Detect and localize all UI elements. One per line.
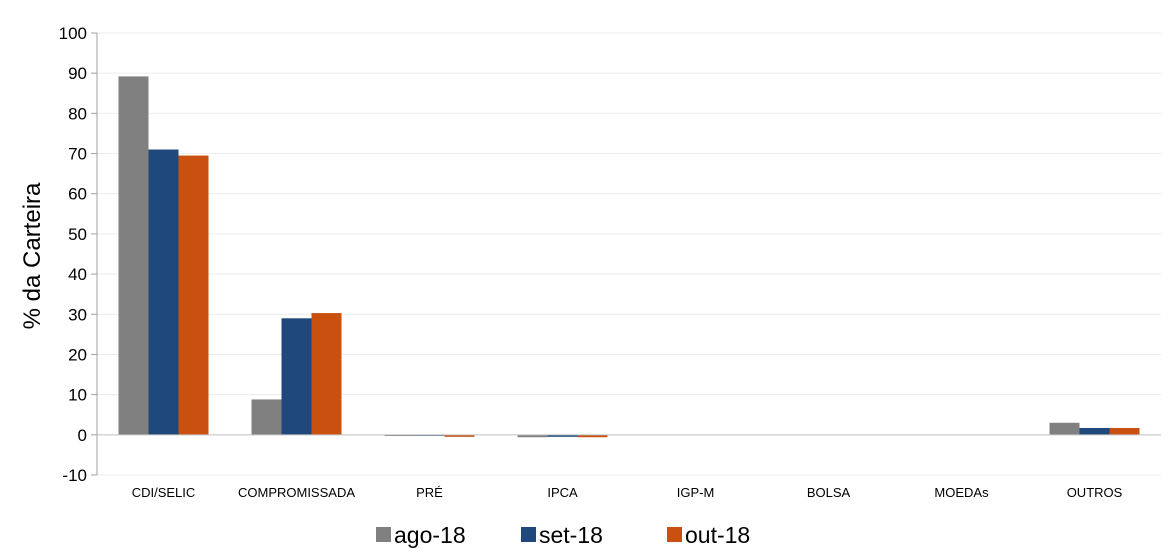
- bar-set-18: [1079, 427, 1110, 435]
- bar-out-18: [444, 434, 475, 437]
- y-tick-label: 60: [68, 185, 87, 204]
- bars: [118, 76, 1140, 438]
- x-tick-label: MOEDAs: [934, 485, 989, 500]
- bar-ago-18: [251, 399, 282, 435]
- y-tick-label: -10: [62, 466, 87, 485]
- x-tick-label: IPCA: [547, 485, 578, 500]
- bar-ago-18: [384, 434, 415, 437]
- x-axis-ticks: CDI/SELIC COMPROMISSADA PRÉ IPCA IGP-M BOLSA M…: [132, 485, 1123, 500]
- y-tick-label: 0: [78, 426, 87, 445]
- bar-out-18: [311, 313, 342, 435]
- y-tick-label: 10: [68, 386, 87, 405]
- bar-set-18: [547, 434, 578, 437]
- legend-label: out-18: [685, 522, 750, 548]
- y-tick-label: 80: [68, 104, 87, 123]
- bar-out-18: [1109, 427, 1140, 435]
- bar-set-18: [148, 149, 179, 435]
- legend-swatch-ago-18: [376, 527, 391, 542]
- legend-swatch-set-18: [521, 527, 536, 542]
- bar-set-18: [281, 318, 312, 435]
- bar-ago-18: [1049, 422, 1080, 435]
- bar-ago-18: [517, 434, 548, 438]
- y-tick-label: 90: [68, 64, 87, 83]
- x-tick-label: IGP-M: [677, 485, 715, 500]
- y-axis-label: % da Carteira: [19, 182, 46, 329]
- y-axis-ticks: -10 0 10 20 30 40 50 60 70 80 90 100: [59, 24, 97, 485]
- x-tick-label: PRÉ: [416, 485, 443, 500]
- y-tick-label: 100: [59, 24, 87, 43]
- legend-label: set-18: [539, 522, 603, 548]
- y-tick-label: 30: [68, 305, 87, 324]
- legend: ago-18 set-18 out-18: [376, 522, 750, 548]
- y-tick-label: 20: [68, 345, 87, 364]
- y-tick-label: 50: [68, 225, 87, 244]
- x-tick-label: CDI/SELIC: [132, 485, 196, 500]
- x-tick-label: COMPROMISSADA: [238, 485, 355, 500]
- y-tick-label: 70: [68, 145, 87, 164]
- bar-out-18: [178, 155, 209, 435]
- bar-out-18: [577, 434, 608, 438]
- gridlines: [97, 32, 1161, 476]
- y-tick-label: 40: [68, 265, 87, 284]
- x-tick-label: BOLSA: [807, 485, 851, 500]
- bar-ago-18: [118, 76, 149, 435]
- legend-label: ago-18: [394, 522, 466, 548]
- x-tick-label: OUTROS: [1067, 485, 1123, 500]
- legend-swatch-out-18: [667, 527, 682, 542]
